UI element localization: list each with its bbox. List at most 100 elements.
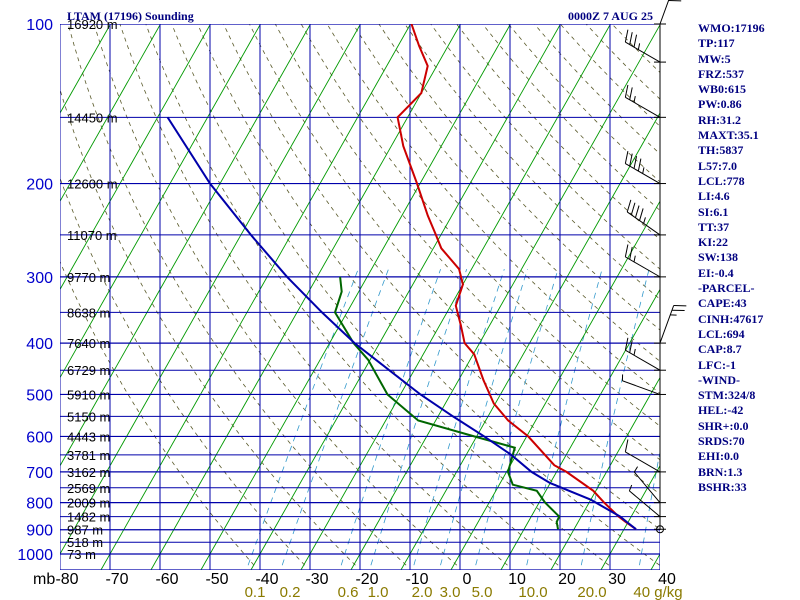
wind-barb-shaft (625, 96, 661, 118)
index-row: HEL:-42 (698, 403, 744, 418)
index-row: SRDS:70 (698, 434, 745, 449)
wind-barb-shaft (633, 471, 661, 503)
height-label: 14450 m (67, 110, 118, 125)
wind-barb-feather (629, 340, 633, 353)
chart-grid (60, 24, 660, 570)
isotherm (200, 24, 512, 570)
mixing-ratio-line (340, 268, 441, 566)
wind-barb-feather (629, 246, 633, 260)
wind-barb-half-feather (637, 43, 641, 50)
indices-panel: WMO:17196 TP:117 MW:5 FRZ:537 WB0:615 PW:0.86… (698, 21, 798, 495)
index-row: LFC:-1 (698, 357, 736, 372)
height-label: 8638 m (67, 305, 110, 320)
dry-adiabat (274, 24, 660, 461)
temperature-tick-label: -70 (105, 571, 128, 588)
temperature-tick-label: 10 (508, 571, 526, 588)
height-label: 3162 m (67, 465, 110, 480)
isotherm (60, 24, 262, 379)
pressure-tick-label: 400 (26, 336, 53, 353)
wind-barb-feather (624, 151, 629, 164)
mixing-ratio-line (281, 268, 389, 566)
dewpoint-curve (333, 276, 561, 530)
sounding-curves (166, 24, 637, 531)
index-row: RH:31.2 (698, 112, 741, 127)
index-row: L57:7.0 (698, 158, 737, 173)
wind-barb-half-feather (628, 484, 633, 492)
wind-barb-shaft (622, 380, 661, 395)
wind-barb-shaft (625, 451, 661, 473)
dry-adiabat (60, 260, 255, 566)
height-label: 5910 m (67, 387, 110, 402)
wind-barb-feather (630, 202, 636, 215)
mixing-ratio-line (370, 268, 468, 566)
mixing-ratio-line (639, 450, 660, 566)
index-row: TH:5837 (698, 143, 744, 158)
wind-barb-half-feather (633, 255, 636, 262)
chart-title: LTAM (17196) Sounding (67, 9, 194, 23)
index-row: MW:5 (698, 51, 731, 66)
wind-barb-shaft (659, 305, 675, 344)
index-row: MAXT:35.1 (698, 128, 759, 143)
mixing-ratio-tick-label: 3.0 (440, 584, 461, 600)
wind-barb-feather (634, 205, 640, 218)
parcel-curve (166, 116, 637, 530)
isotherm (60, 24, 112, 114)
index-row: BSHR:33 (698, 479, 747, 494)
temperature-tick-label: 40 (658, 571, 676, 588)
wind-barb-half-feather (642, 167, 645, 174)
wind-barb-half-feather (633, 348, 636, 356)
isotherm (600, 464, 660, 570)
wind-barb-feather (626, 199, 632, 213)
wind-barb-feather (629, 87, 633, 100)
height-label: 5150 m (67, 409, 110, 424)
index-row: WMO:17196 (698, 21, 765, 35)
mixing-ratio-line (580, 269, 650, 566)
isotherm (60, 24, 162, 203)
dry-adiabat (197, 24, 660, 566)
index-row: SW:138 (698, 250, 739, 265)
isotherm (400, 112, 660, 570)
wind-barb-feather (639, 208, 644, 221)
dry-adiabat (352, 24, 660, 362)
pressure-tick-label: 1000 (17, 547, 53, 564)
dry-adiabat (430, 24, 660, 270)
isotherm (100, 24, 412, 570)
dry-adiabat (145, 24, 559, 566)
chart-time: 0000Z 7 AUG 25 (568, 9, 653, 23)
calm-wind-circle (656, 525, 664, 534)
wind-barb-half-feather (633, 466, 639, 473)
pressure-tick-label: 700 (26, 465, 53, 482)
height-label: 987 m (67, 523, 103, 538)
wind-barb-feather (637, 158, 642, 172)
wind-barb-shaft (659, 0, 670, 25)
dry-adiabat (404, 24, 660, 300)
wind-barb-feather (624, 84, 629, 98)
mixing-ratio-line (475, 268, 559, 566)
index-row: FRZ:537 (698, 66, 744, 81)
height-label: 11070 m (67, 228, 117, 243)
mixing-ratio-line (413, 268, 505, 566)
height-label: 2569 m (67, 481, 110, 496)
wind-barb-shaft (625, 256, 661, 278)
index-row: WB0:615 (698, 82, 746, 97)
height-label: 7640 m (67, 336, 110, 351)
wind-barb-half-feather (643, 217, 646, 224)
isotherm (60, 24, 212, 291)
index-row: LCL:694 (698, 326, 745, 341)
height-label: 3781 m (67, 448, 110, 463)
index-row: CAPE:43 (698, 296, 747, 311)
dry-adiabat (171, 24, 610, 566)
wind-barb-feather (629, 32, 633, 45)
wind-barb-feather (624, 244, 629, 257)
index-row: BRN:1.3 (698, 464, 743, 479)
index-row: SHR+:0.0 (698, 418, 749, 433)
temperature-tick-label: 30 (608, 571, 626, 588)
wind-barb-shaft (625, 41, 661, 63)
wind-barb-shaft (625, 349, 661, 371)
pressure-tick-label: 900 (26, 523, 53, 540)
mixing-ratio-tick-label: 10.0 (518, 584, 547, 600)
wind-barb-feather (624, 439, 629, 453)
temperature-curve (396, 24, 637, 531)
isotherm (250, 24, 562, 570)
